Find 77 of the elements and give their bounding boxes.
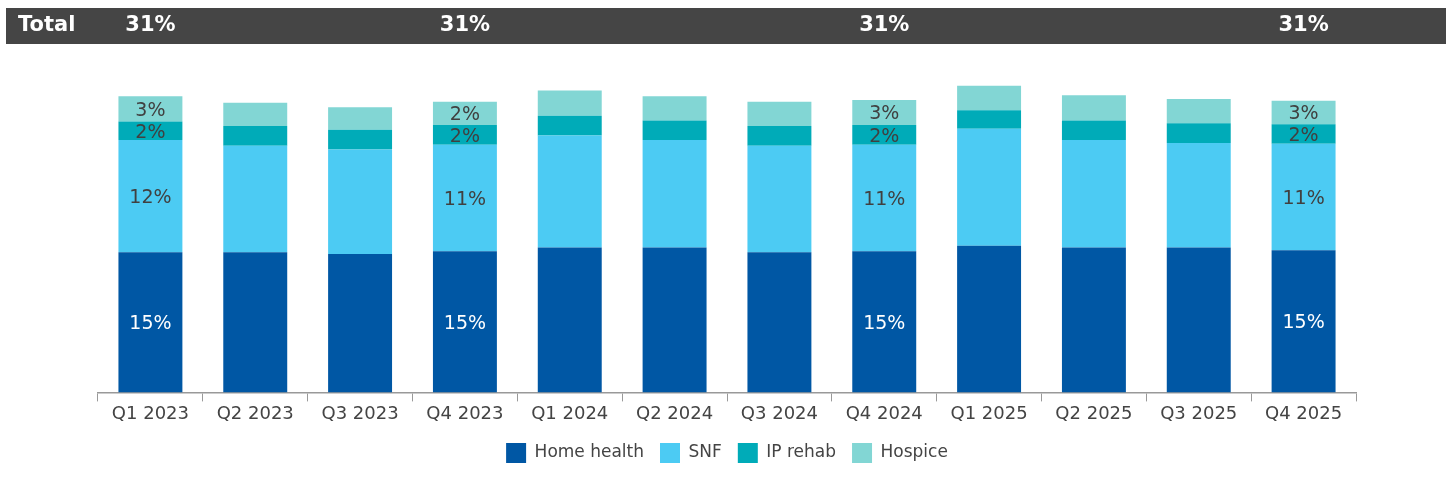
data-label: 15% <box>129 311 172 334</box>
data-label: 3% <box>1288 101 1319 124</box>
bar <box>432 251 497 393</box>
bar <box>1166 247 1231 393</box>
bar <box>747 101 812 127</box>
bar <box>747 126 812 146</box>
bar <box>537 90 602 116</box>
data-label: 11% <box>1282 186 1325 209</box>
x-tick-label: Q1 2024 <box>531 401 609 423</box>
data-label: 2% <box>1288 122 1319 145</box>
x-tick-label: Q3 2024 <box>740 401 818 423</box>
x-tick-label: Q3 2023 <box>321 401 399 423</box>
data-label: 2% <box>449 123 480 146</box>
bar <box>642 140 707 248</box>
bar <box>957 128 1022 246</box>
total-label: 31% <box>1278 12 1329 37</box>
bar <box>432 144 497 252</box>
bar <box>957 245 1022 393</box>
bar <box>747 252 812 393</box>
x-tick-label: Q2 2025 <box>1055 401 1133 423</box>
data-label: 11% <box>443 186 487 209</box>
bar <box>642 120 707 141</box>
bar <box>328 107 393 130</box>
bar <box>1166 98 1231 124</box>
x-tick-label: Q4 2024 <box>845 401 923 423</box>
bar <box>852 144 917 252</box>
bar <box>328 254 393 393</box>
data-label: 3% <box>135 97 166 120</box>
x-tick-label: Q1 2023 <box>111 401 189 423</box>
total-label: 31% <box>859 12 910 37</box>
bar <box>223 102 288 127</box>
total-label: 31% <box>439 12 491 37</box>
bar <box>957 110 1022 129</box>
x-tick-label: Q2 2024 <box>636 401 714 423</box>
data-label: 2% <box>135 119 166 142</box>
bar <box>1061 140 1126 248</box>
bar <box>223 145 288 253</box>
legend-label: Hospice <box>880 441 948 462</box>
legend-label: SNF <box>688 441 722 462</box>
bar <box>118 140 183 253</box>
bar <box>537 247 602 393</box>
data-label: 15% <box>863 310 906 333</box>
bar <box>1166 142 1231 248</box>
data-label: 15% <box>443 310 487 333</box>
data-label: 3% <box>869 101 900 124</box>
bar <box>537 115 602 136</box>
bar <box>852 251 917 393</box>
total-label: 31% <box>125 12 176 37</box>
bar <box>642 247 707 393</box>
data-label: 15% <box>1282 310 1325 333</box>
bar <box>1271 143 1336 251</box>
data-label: 2% <box>869 123 900 146</box>
x-tick-label: Q1 2025 <box>950 401 1028 423</box>
bar <box>1061 120 1126 141</box>
bar <box>328 149 393 255</box>
bar <box>223 252 288 393</box>
bar <box>223 126 288 146</box>
bar <box>1061 95 1126 121</box>
x-tick-label: Q4 2025 <box>1265 401 1343 423</box>
legend-label: IP rehab <box>766 441 837 462</box>
x-tick-label: Q3 2025 <box>1160 401 1238 423</box>
data-label: 11% <box>863 186 906 209</box>
bar <box>328 129 393 150</box>
x-tick-label: Q2 2023 <box>216 401 294 423</box>
bar <box>747 145 812 253</box>
x-tick-label: Q4 2023 <box>426 401 504 423</box>
bar <box>957 85 1022 111</box>
text: Total <box>18 12 76 37</box>
bar <box>537 135 602 248</box>
bar <box>1271 250 1336 393</box>
data-label: 12% <box>129 185 172 208</box>
data-label: 2% <box>449 102 480 125</box>
bar <box>118 252 183 393</box>
bar <box>642 96 707 121</box>
legend-label: Home health <box>534 441 645 462</box>
bar <box>1061 247 1126 393</box>
bar <box>1166 123 1231 143</box>
